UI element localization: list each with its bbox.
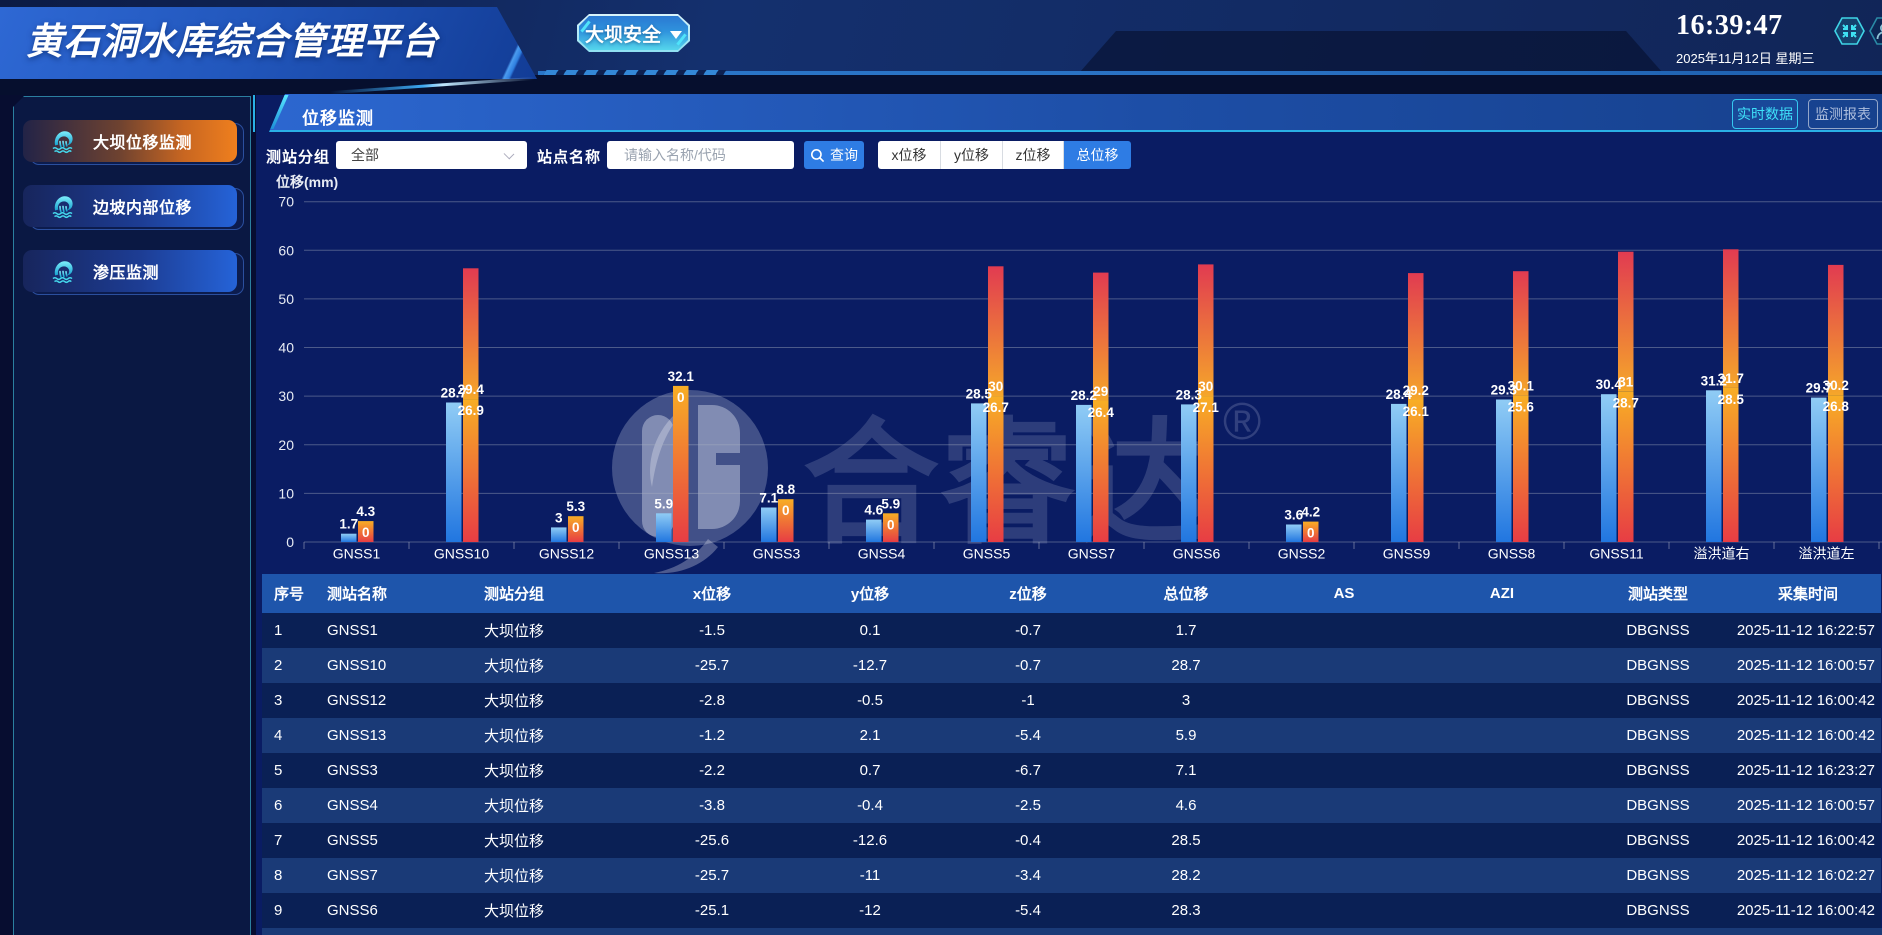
svg-text:GNSS8: GNSS8 <box>1488 546 1536 562</box>
svg-text:GNSS7: GNSS7 <box>1068 546 1116 562</box>
svg-text:7.1: 7.1 <box>759 491 778 506</box>
svg-text:20: 20 <box>278 437 294 453</box>
svg-text:27.1: 27.1 <box>1193 400 1220 415</box>
svg-text:0: 0 <box>572 520 580 535</box>
svg-text:GNSS10: GNSS10 <box>434 546 489 562</box>
svg-text:5.9: 5.9 <box>881 496 900 511</box>
svg-text:10: 10 <box>278 485 294 501</box>
svg-text:GNSS11: GNSS11 <box>1589 546 1643 562</box>
svg-text:GNSS3: GNSS3 <box>753 546 801 562</box>
svg-text:GNSS5: GNSS5 <box>963 546 1011 562</box>
svg-text:位移(mm): 位移(mm) <box>276 174 338 190</box>
svg-text:GNSS12: GNSS12 <box>539 546 594 562</box>
svg-text:0: 0 <box>362 525 370 540</box>
svg-text:0: 0 <box>887 517 895 532</box>
svg-text:26.7: 26.7 <box>983 400 1009 415</box>
svg-text:29: 29 <box>1093 384 1108 399</box>
svg-text:29.2: 29.2 <box>1403 383 1429 398</box>
svg-text:28.7: 28.7 <box>1613 395 1639 410</box>
svg-text:50: 50 <box>278 291 294 307</box>
svg-text:40: 40 <box>278 340 294 356</box>
svg-text:31: 31 <box>1618 374 1634 389</box>
svg-text:60: 60 <box>278 242 294 258</box>
svg-text:GNSS2: GNSS2 <box>1278 546 1326 562</box>
svg-text:31.7: 31.7 <box>1718 371 1744 386</box>
svg-text:3: 3 <box>555 510 563 525</box>
svg-text:29.7: 29.7 <box>1806 381 1832 396</box>
svg-text:29.3: 29.3 <box>1491 383 1518 398</box>
svg-text:30: 30 <box>1198 379 1213 394</box>
svg-text:70: 70 <box>278 194 294 210</box>
svg-text:4.6: 4.6 <box>864 503 883 518</box>
svg-text:GNSS4: GNSS4 <box>858 546 906 562</box>
svg-text:30.4: 30.4 <box>1596 377 1623 392</box>
svg-text:0: 0 <box>286 534 294 550</box>
svg-text:4.3: 4.3 <box>356 504 375 519</box>
svg-text:30.2: 30.2 <box>1823 378 1849 393</box>
svg-text:GNSS1: GNSS1 <box>333 546 381 562</box>
svg-text:GNSS6: GNSS6 <box>1173 546 1221 562</box>
svg-text:GNSS13: GNSS13 <box>644 546 699 562</box>
svg-text:1.7: 1.7 <box>339 517 358 532</box>
svg-text:®: ® <box>1223 393 1261 451</box>
svg-text:31.2: 31.2 <box>1701 373 1727 388</box>
svg-text:28.7: 28.7 <box>441 386 467 401</box>
svg-text:26.9: 26.9 <box>458 403 484 418</box>
svg-text:4.2: 4.2 <box>1301 505 1320 520</box>
svg-text:28.5: 28.5 <box>1718 392 1745 407</box>
svg-text:30: 30 <box>278 388 294 404</box>
svg-text:30: 30 <box>988 379 1003 394</box>
svg-text:合睿达: 合睿达 <box>803 408 1211 560</box>
svg-text:28.4: 28.4 <box>1386 387 1413 402</box>
svg-text:5.3: 5.3 <box>566 499 585 514</box>
svg-text:30.1: 30.1 <box>1508 379 1535 394</box>
svg-text:26.8: 26.8 <box>1823 399 1850 414</box>
svg-text:0: 0 <box>782 503 790 518</box>
svg-text:8.8: 8.8 <box>776 482 795 497</box>
svg-text:29.4: 29.4 <box>458 382 485 397</box>
svg-text:溢洪道左: 溢洪道左 <box>1799 546 1855 562</box>
svg-text:32.1: 32.1 <box>668 369 695 384</box>
svg-text:28.3: 28.3 <box>1176 387 1203 402</box>
svg-text:0: 0 <box>677 390 685 405</box>
svg-text:26.1: 26.1 <box>1403 404 1430 419</box>
svg-text:28.5: 28.5 <box>966 386 993 401</box>
svg-text:GNSS9: GNSS9 <box>1383 546 1431 562</box>
svg-text:3.6: 3.6 <box>1284 508 1303 523</box>
svg-text:溢洪道右: 溢洪道右 <box>1694 546 1750 562</box>
svg-text:28.2: 28.2 <box>1071 388 1097 403</box>
svg-text:5.9: 5.9 <box>654 496 673 511</box>
svg-text:26.4: 26.4 <box>1088 405 1115 420</box>
svg-text:25.6: 25.6 <box>1508 400 1535 415</box>
svg-text:0: 0 <box>1307 526 1315 541</box>
